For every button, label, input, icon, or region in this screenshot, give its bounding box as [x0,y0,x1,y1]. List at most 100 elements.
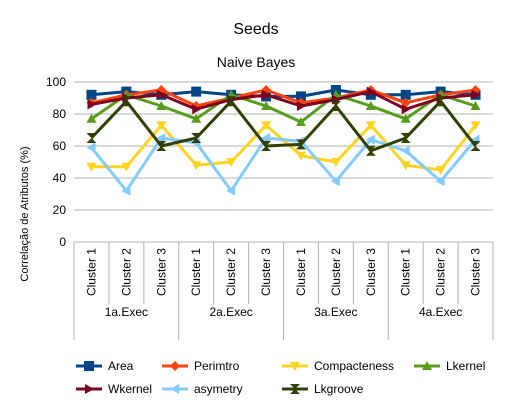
series-line [90,136,477,193]
chart-title: Seeds [233,21,278,38]
y-tick-label: 0 [59,235,66,249]
marker-triangle-left [226,185,236,196]
marker-square [84,361,94,371]
y-gridlines [74,81,493,243]
marker-triangle-right [296,101,306,111]
x-tick-label: Cluster 2 [224,248,238,296]
y-tick-label: 40 [53,171,67,185]
x-tick-label: Cluster 1 [399,248,413,296]
marker-square [295,91,306,102]
marker-x [191,133,202,143]
marker-triangle-down [121,162,132,172]
marker-part [156,146,167,151]
marker-part [86,138,97,143]
marker-part [121,96,132,102]
axes: 0 20 40 60 80 100 Cluster 1 Cluster 2 Cluster 3 C… [46,75,494,340]
marker-part [226,101,237,107]
marker-part [400,133,411,138]
marker-part [295,139,306,145]
marker-triangle-left [156,133,166,143]
marker-x [330,101,341,111]
legend-item-lkernel: Lkernel [414,359,485,373]
marker-x [365,145,376,156]
marker-triangle-right [87,99,97,110]
marker-triangle-down [261,121,272,131]
legend-item-asymetry: asymetry [162,382,243,396]
x-group-label: 1a.Exec [105,305,148,319]
series-lkernel [86,89,481,126]
marker-triangle-down [365,121,376,131]
series-lkgroove [86,96,481,156]
marker-triangle-up [191,113,202,123]
legend-item-lkgroove: Lkgroove [282,382,364,396]
x-tick-label: Cluster 3 [154,248,168,296]
x-tick-label: Cluster 1 [294,248,308,296]
marker-triangle-left [121,185,131,196]
marker-triangle-down [330,158,341,167]
marker-square [191,86,202,97]
x-tick-label: Cluster 2 [434,248,448,296]
marker-part [121,101,132,107]
marker-triangle-right [85,384,94,394]
legend-label: Lkernel [446,359,485,373]
legend-item-wkernel: Wkernel [76,382,152,396]
chart-subtitle: Naive Bayes [217,54,296,70]
marker-triangle-left [435,176,445,187]
marker-triangle-left [400,145,410,156]
marker-triangle-left [86,142,96,153]
y-tick-label: 60 [53,139,67,153]
marker-x [290,384,300,394]
marker-diamond [170,361,180,371]
legend-item-perimtro: Perimtro [162,359,240,373]
y-axis-label: Correlação de Atributos (%) [19,146,31,281]
marker-triangle-down [86,162,97,172]
marker-part [261,146,272,151]
marker-x [400,133,411,143]
x-tick-label: Cluster 3 [364,248,378,296]
legend-label: Wkernel [108,382,152,396]
marker-triangle-left [330,176,340,187]
marker-triangle-down [400,161,411,171]
marker-square [400,89,411,100]
marker-triangle-left [365,134,375,145]
x-tick-label: Cluster 3 [469,248,483,296]
marker-triangle-down [226,158,237,167]
marker-square [86,89,97,100]
marker-triangle-up [400,113,411,123]
marker-part [290,384,300,389]
x-group-label: 3a.Exec [314,305,357,319]
series-compacteness [86,121,481,175]
marker-part [295,144,306,150]
marker-triangle-right [366,86,376,97]
marker-part [470,141,481,146]
marker-triangle-up [295,117,306,126]
marker-triangle-left [261,133,271,143]
marker-triangle-down [156,121,167,131]
marker-triangle-down [470,121,481,131]
marker-part [470,146,481,151]
marker-triangle-right [471,89,481,100]
marker-x [435,96,446,107]
legend-label: Compacteness [314,359,394,373]
series-line [90,93,476,124]
legend-item-compacteness: Compacteness [282,359,394,373]
marker-part [330,101,341,106]
series-lines [86,85,481,196]
marker-triangle-right [401,104,411,115]
marker-x [121,96,132,107]
marker-x [295,139,306,150]
marker-triangle-up [261,101,272,110]
marker-part [365,150,376,156]
marker-part [330,106,341,111]
marker-triangle-down [435,166,446,175]
marker-triangle-down [295,151,306,161]
marker-part [261,141,272,146]
marker-x [261,141,272,151]
marker-triangle-left [170,384,179,394]
legend-label: Lkgroove [314,382,364,396]
x-group-label: 4a.Exec [419,305,462,319]
marker-triangle-up [86,113,97,123]
marker-part [400,138,411,143]
marker-triangle-up [365,101,376,110]
